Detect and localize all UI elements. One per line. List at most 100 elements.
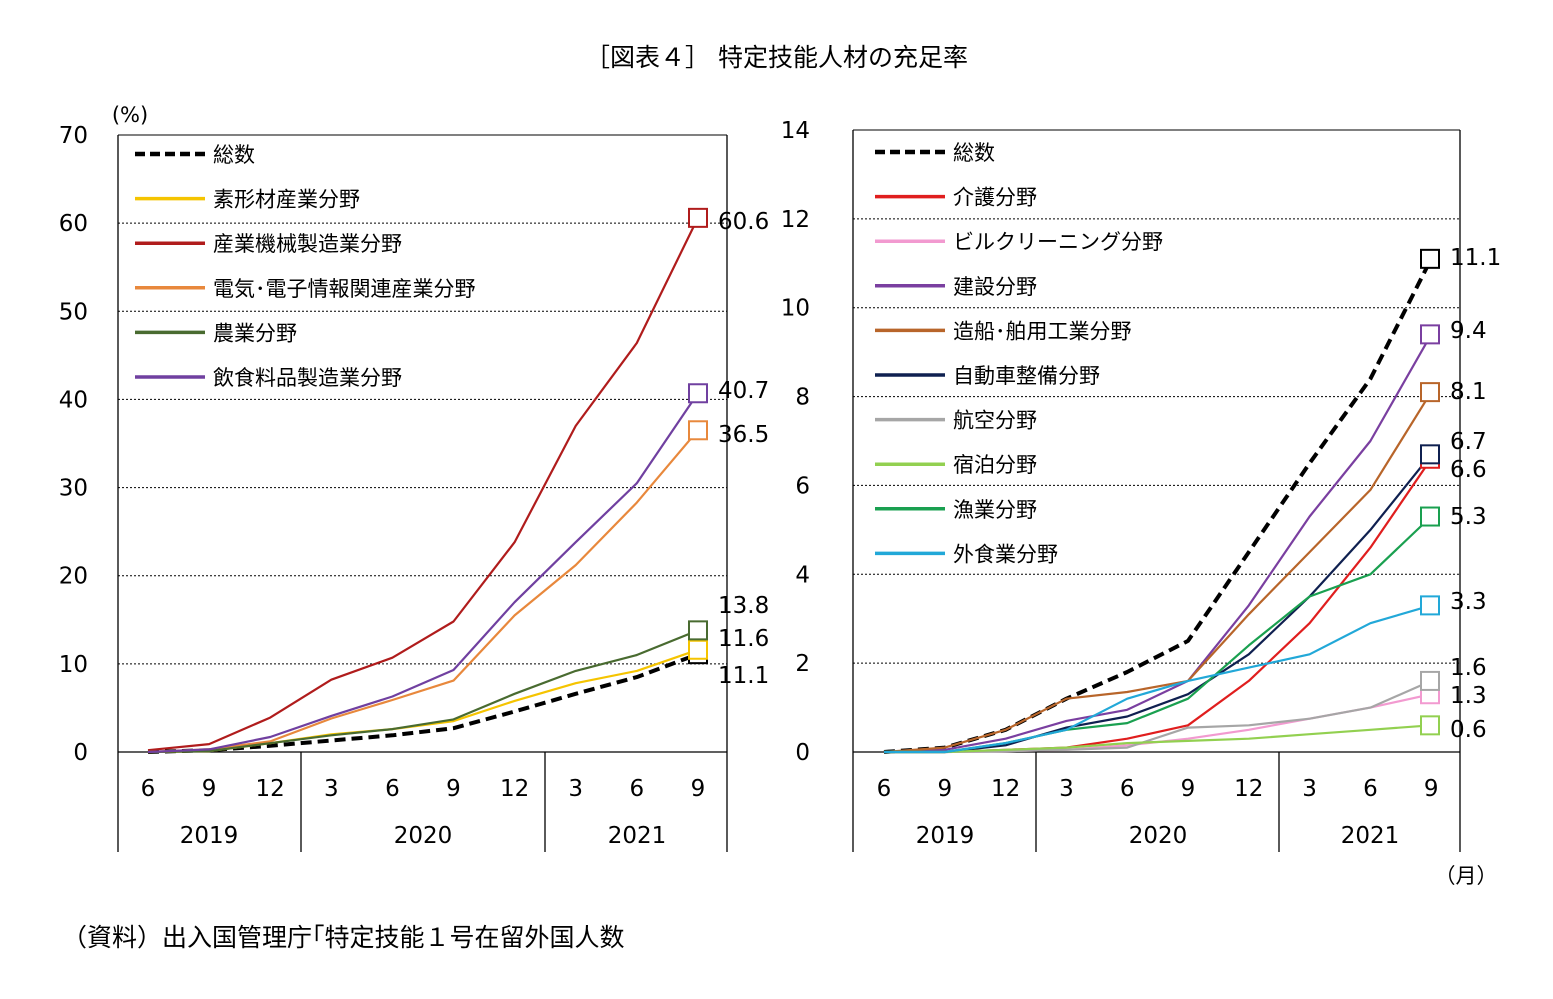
x-tick-label: 12 (500, 776, 529, 802)
x-axis-unit: （月） (1435, 864, 1498, 888)
chart-panel-2: 0 2 4 6 8 10 12 14 （月） 6 9 12 3 6 9 12 3 6 9 2019 2020 2021 11… (781, 118, 1502, 888)
x-tick-label: 6 (141, 776, 156, 802)
x-tick-label: 3 (1302, 776, 1317, 802)
end-value-label: 60.6 (718, 209, 769, 235)
x-tick-label: 9 (691, 776, 706, 802)
x-tick-label: 6 (1120, 776, 1135, 802)
series-line (884, 693, 1432, 754)
legend-label: 造船･舶用工業分野 (953, 319, 1132, 343)
legend-label: 産業機械製造業分野 (213, 232, 402, 256)
series-line (147, 392, 699, 754)
legend-label: 総数 (213, 143, 255, 167)
end-value-label: 1.6 (1450, 655, 1487, 681)
series-line (147, 217, 699, 752)
end-value-label: 11.1 (1450, 245, 1501, 271)
end-marker (1420, 444, 1440, 465)
series-line (147, 648, 699, 754)
x-tick-label: 6 (877, 776, 892, 802)
end-value-label: 40.7 (718, 378, 769, 404)
x-tick-label: 9 (937, 776, 952, 802)
end-marker (1420, 595, 1440, 616)
y-tick-label: 70 (59, 123, 88, 149)
end-value-label: 9.4 (1450, 318, 1487, 344)
legend-label: 電気･電子情報関連産業分野 (213, 277, 476, 301)
x-tick-label: 9 (1424, 776, 1439, 802)
x-tick-label: 9 (1181, 776, 1196, 802)
year-label: 2021 (1341, 823, 1400, 849)
series-line (147, 629, 699, 754)
x-tick-label: 6 (629, 776, 644, 802)
y-tick-label: 30 (59, 476, 88, 502)
series-line (147, 652, 699, 754)
end-marker (688, 420, 708, 441)
y-tick-label: 20 (59, 564, 88, 590)
x-tick-label: 3 (324, 776, 339, 802)
y-tick-label: 2 (795, 651, 810, 677)
legend-label: 宿泊分野 (953, 453, 1037, 477)
y-tick-label: 50 (59, 299, 88, 325)
end-marker (688, 639, 708, 660)
end-marker (1420, 670, 1440, 691)
end-marker (1420, 506, 1440, 527)
x-tick-label: 9 (202, 776, 217, 802)
end-value-label: 11.1 (718, 663, 769, 689)
x-tick-label: 12 (991, 776, 1020, 802)
year-label: 2021 (608, 823, 667, 849)
end-marker (1420, 248, 1440, 269)
year-label: 2020 (1129, 823, 1188, 849)
end-value-label: 13.8 (718, 593, 769, 619)
x-tick-label: 9 (446, 776, 461, 802)
series-line (883, 391, 1433, 754)
x-tick-label: 6 (1363, 776, 1378, 802)
end-value-label: 6.7 (1450, 429, 1487, 455)
end-value-label: 36.5 (718, 422, 769, 448)
end-value-label: 6.6 (1450, 457, 1487, 483)
year-label: 2019 (916, 823, 975, 849)
legend-label: 自動車整備分野 (953, 364, 1100, 388)
end-value-label: 11.6 (718, 626, 769, 652)
legend-label: 介護分野 (953, 186, 1037, 210)
end-value-label: 5.3 (1450, 504, 1487, 530)
legend-label: ビルクリーニング分野 (953, 230, 1163, 254)
y-tick-label: 0 (795, 740, 810, 766)
y-tick-label: 4 (795, 562, 810, 588)
legend-label: 建設分野 (953, 275, 1037, 299)
series-line (147, 429, 699, 754)
y-tick-label: 60 (59, 211, 88, 237)
x-tick-label: 3 (1059, 776, 1074, 802)
y-tick-label: 14 (781, 118, 810, 144)
y-tick-label: 12 (781, 207, 810, 233)
legend-label: 航空分野 (953, 409, 1037, 433)
legend-label: 総数 (953, 141, 995, 165)
x-tick-label: 6 (385, 776, 400, 802)
end-value-label: 3.3 (1450, 589, 1487, 615)
series-line (884, 604, 1432, 754)
y-tick-label: 0 (73, 740, 88, 766)
end-marker (1420, 715, 1440, 736)
y-tick-label: 10 (59, 652, 88, 678)
year-label: 2019 (180, 823, 239, 849)
x-tick-label: 12 (1234, 776, 1263, 802)
end-marker (688, 383, 708, 404)
year-label: 2020 (394, 823, 453, 849)
series-line (883, 333, 1433, 754)
y-tick-label: 8 (795, 385, 810, 411)
y-tick-label: 40 (59, 387, 88, 413)
legend-label: 外食業分野 (953, 542, 1058, 566)
end-marker (688, 620, 708, 641)
legend-label: 飲食料品製造業分野 (213, 366, 402, 390)
legend-label: 漁業分野 (953, 498, 1037, 522)
y-axis-unit: (%) (112, 103, 148, 127)
end-value-label: 0.6 (1450, 717, 1487, 743)
y-tick-label: 6 (795, 473, 810, 499)
figure-title: ［図表４］ 特定技能人材の充足率 (585, 43, 968, 72)
x-tick-label: 3 (568, 776, 583, 802)
end-marker (688, 207, 708, 228)
end-marker (1420, 382, 1440, 403)
end-marker (1420, 324, 1440, 345)
chart-panel-1: 0 10 20 30 40 50 60 70 (%) 6 9 12 3 6 9 12 3 6 9 2019 2020 20… (59, 103, 769, 852)
end-value-label: 1.3 (1450, 683, 1487, 709)
legend-label: 農業分野 (213, 321, 297, 345)
legend-label: 素形材産業分野 (213, 188, 360, 212)
